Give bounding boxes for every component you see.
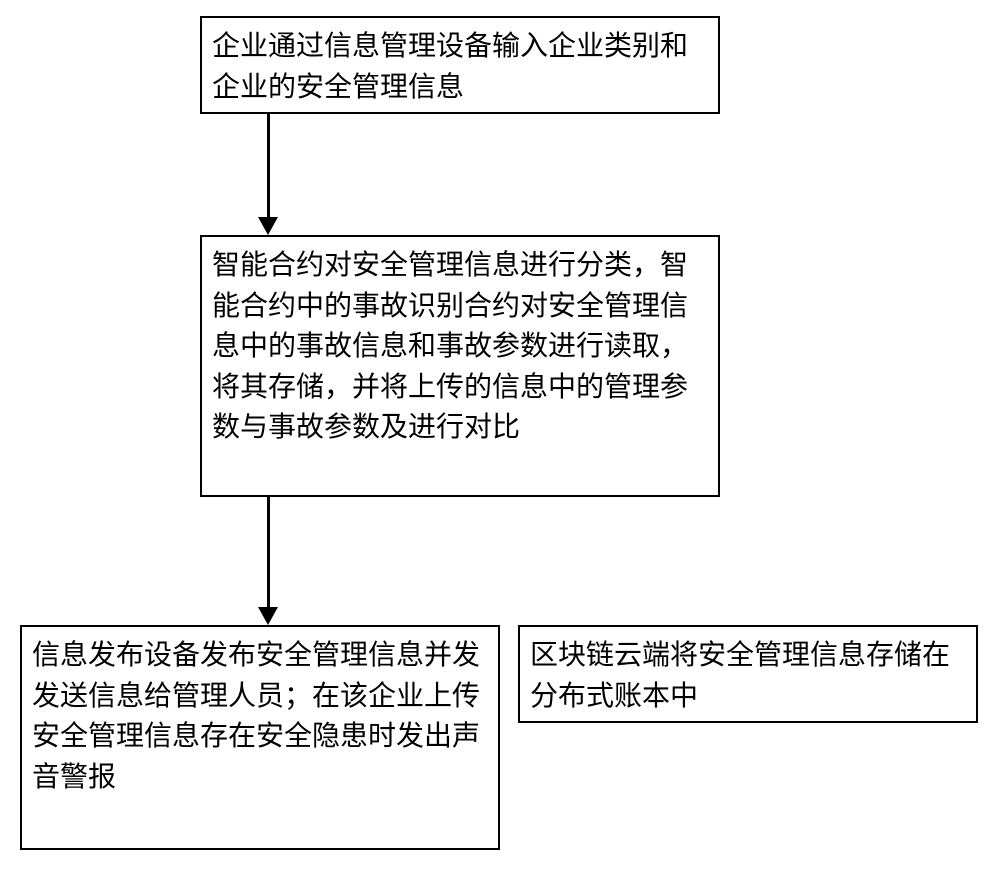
flowchart-node-process: 智能合约对安全管理信息进行分类，智能合约中的事故识别合约对安全管理信息中的事故信…	[200, 235, 720, 497]
arrow-head-1	[258, 217, 278, 235]
node-text: 区块链云端将安全管理信息存储在分布式账本中	[530, 639, 950, 711]
arrow-line-1	[267, 114, 270, 217]
node-text: 信息发布设备发布安全管理信息并发发送信息给管理人员；在该企业上传安全管理信息存在…	[32, 639, 480, 792]
arrow-line-2	[267, 497, 270, 607]
flowchart-node-input: 企业通过信息管理设备输入企业类别和企业的安全管理信息	[200, 16, 720, 114]
node-text: 智能合约对安全管理信息进行分类，智能合约中的事故识别合约对安全管理信息中的事故信…	[212, 249, 688, 442]
flowchart-node-storage: 区块链云端将安全管理信息存储在分布式账本中	[518, 625, 978, 723]
flowchart-node-publish: 信息发布设备发布安全管理信息并发发送信息给管理人员；在该企业上传安全管理信息存在…	[20, 625, 500, 850]
arrow-head-2	[258, 607, 278, 625]
node-text: 企业通过信息管理设备输入企业类别和企业的安全管理信息	[212, 30, 688, 102]
